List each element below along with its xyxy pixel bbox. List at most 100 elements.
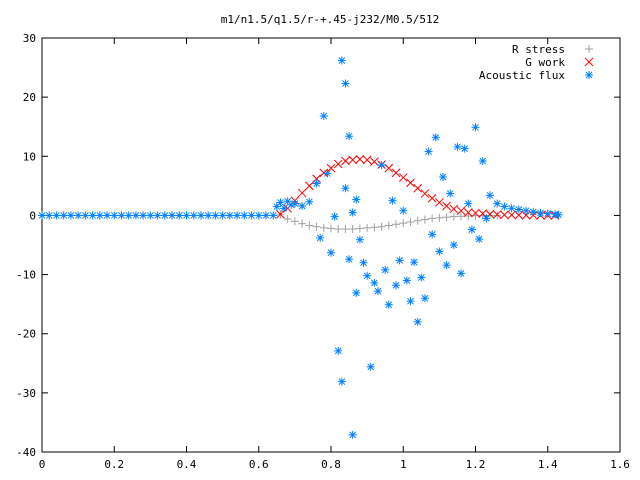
series-g-work: [276, 154, 560, 220]
data-point: [298, 219, 307, 228]
data-point: [304, 181, 314, 191]
marker-stroke: [384, 163, 394, 173]
marker-stroke: [407, 297, 414, 305]
legend-marker: [584, 57, 594, 67]
marker-stroke: [338, 378, 346, 385]
marker-stroke: [313, 180, 320, 187]
marker-stroke: [345, 132, 353, 140]
marker-stroke: [168, 212, 176, 219]
marker-stroke: [269, 212, 277, 219]
data-point: [478, 209, 488, 219]
marker-stroke: [439, 173, 447, 181]
marker-stroke: [338, 57, 346, 64]
data-point: [319, 112, 328, 121]
marker-stroke: [132, 212, 140, 219]
data-point: [327, 224, 335, 233]
marker-stroke: [320, 112, 328, 120]
marker-stroke: [555, 211, 562, 219]
data-point: [225, 211, 234, 220]
marker-stroke: [456, 206, 466, 216]
data-point: [442, 201, 451, 211]
data-point: [428, 214, 437, 223]
marker-stroke: [449, 204, 459, 214]
marker-stroke: [392, 281, 400, 289]
legend-marker: [585, 71, 593, 79]
data-point: [103, 211, 112, 220]
data-point: [254, 211, 263, 220]
data-point: [337, 56, 346, 65]
data-point: [355, 224, 364, 233]
marker-stroke: [443, 261, 450, 269]
data-point: [204, 211, 213, 220]
series-acoustic-flux: [38, 56, 563, 439]
data-point: [406, 297, 415, 306]
legend-label: R stress: [512, 43, 565, 56]
data-point: [449, 204, 459, 214]
data-point: [139, 211, 148, 220]
plot-border: [41, 37, 621, 453]
marker-stroke: [355, 154, 365, 164]
data-point: [297, 188, 307, 198]
marker-stroke: [89, 212, 96, 219]
marker-stroke: [472, 123, 479, 131]
marker-stroke: [537, 209, 544, 217]
data-point: [435, 247, 444, 256]
data-point: [377, 222, 386, 231]
data-point: [413, 216, 422, 225]
marker-stroke: [360, 259, 367, 267]
marker-stroke: [291, 200, 299, 207]
data-point: [500, 210, 509, 220]
data-point: [392, 220, 401, 229]
data-point: [168, 211, 177, 220]
marker-stroke: [345, 255, 353, 263]
marker-stroke: [53, 212, 60, 219]
data-point: [290, 199, 299, 208]
data-point: [514, 205, 523, 214]
data-point: [464, 199, 473, 208]
marker-stroke: [125, 212, 133, 219]
marker-stroke: [501, 203, 508, 210]
marker-stroke: [478, 209, 488, 219]
data-point: [218, 211, 227, 220]
marker-stroke: [515, 206, 523, 213]
series-r-stress: [276, 210, 502, 234]
marker-stroke: [479, 157, 487, 165]
x-tick-label: 0.8: [321, 458, 341, 471]
data-point: [276, 198, 285, 207]
data-point: [384, 300, 393, 309]
marker-stroke: [420, 189, 430, 198]
marker-stroke: [324, 170, 331, 177]
marker-stroke: [118, 212, 125, 219]
data-point: [554, 210, 563, 219]
data-point: [438, 172, 447, 181]
x-tick-label: 0.6: [249, 458, 269, 471]
data-point: [417, 273, 426, 282]
marker-stroke: [529, 208, 537, 216]
marker-stroke: [304, 181, 314, 191]
x-tick-label: 1: [400, 458, 407, 471]
marker-stroke: [341, 156, 350, 166]
data-point: [345, 132, 354, 141]
marker-stroke: [425, 148, 432, 155]
marker-stroke: [333, 159, 343, 169]
marker-stroke: [255, 212, 263, 219]
data-point: [363, 223, 372, 232]
data-point: [522, 206, 531, 215]
marker-stroke: [110, 212, 118, 219]
marker-stroke: [584, 57, 594, 67]
data-point: [283, 214, 292, 223]
data-point: [305, 197, 314, 206]
data-point: [348, 430, 357, 439]
marker-stroke: [370, 279, 378, 287]
data-point: [276, 209, 285, 219]
y-tick-label: -30: [16, 387, 36, 400]
data-point: [290, 217, 299, 226]
marker-stroke: [96, 212, 104, 219]
data-point: [435, 213, 444, 222]
plot-marks: [38, 56, 563, 439]
marker-stroke: [161, 212, 169, 219]
marker-stroke: [226, 212, 234, 219]
marker-stroke: [508, 204, 515, 212]
y-tick-label: -10: [16, 269, 36, 282]
axes: 0 0.2 0.4 0.6 0.8 1 1.2 1.4 1.6 30 20 10 0 -10 -20 -30 -…: [16, 32, 630, 471]
